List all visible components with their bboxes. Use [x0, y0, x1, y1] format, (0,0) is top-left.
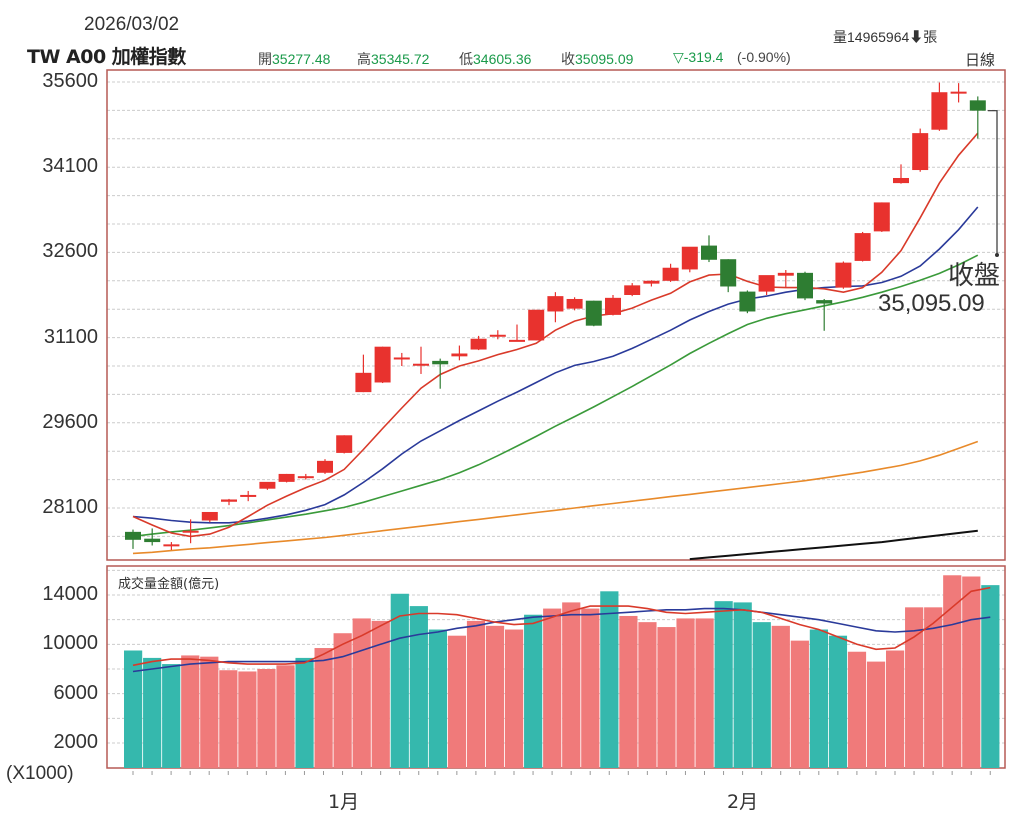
- low-field: 低34605.36: [459, 51, 532, 67]
- volume-unit: (X1000): [6, 763, 74, 784]
- change-pct-field: (-0.90%): [737, 49, 791, 65]
- volume-tick-label: 10000: [42, 632, 98, 655]
- price-tick-label: 32600: [42, 240, 98, 263]
- price-tick-label: 29600: [42, 410, 98, 433]
- price-tick-label: 31100: [43, 325, 98, 348]
- close-annotation-label: 收盤: [948, 261, 1001, 291]
- month-label: 1月: [328, 791, 360, 813]
- price-tick-label: 35600: [42, 70, 98, 92]
- index-title: TW A00 加權指數: [27, 46, 186, 68]
- volume-tick-label: 6000: [53, 681, 99, 704]
- change-field: ▽-319.4: [673, 49, 724, 65]
- close-field: 收35095.09: [561, 51, 634, 67]
- period-label: 日線: [965, 51, 996, 69]
- chart-date: 2026/03/02: [84, 14, 180, 35]
- volume-total: 量14965964⬇張: [833, 29, 938, 45]
- volume-tick-label: 14000: [42, 583, 98, 605]
- volume-tick-label: 2000: [53, 731, 99, 753]
- price-tick-label: 28100: [42, 496, 98, 518]
- high-field: 高35345.72: [357, 51, 430, 67]
- close-annotation-value: 35,095.09: [878, 290, 985, 317]
- volume-panel-title: 成交量金額(億元): [118, 577, 220, 592]
- open-field: 開35277.48: [258, 51, 331, 67]
- price-tick-label: 34100: [42, 155, 98, 178]
- month-label: 2月: [727, 791, 759, 813]
